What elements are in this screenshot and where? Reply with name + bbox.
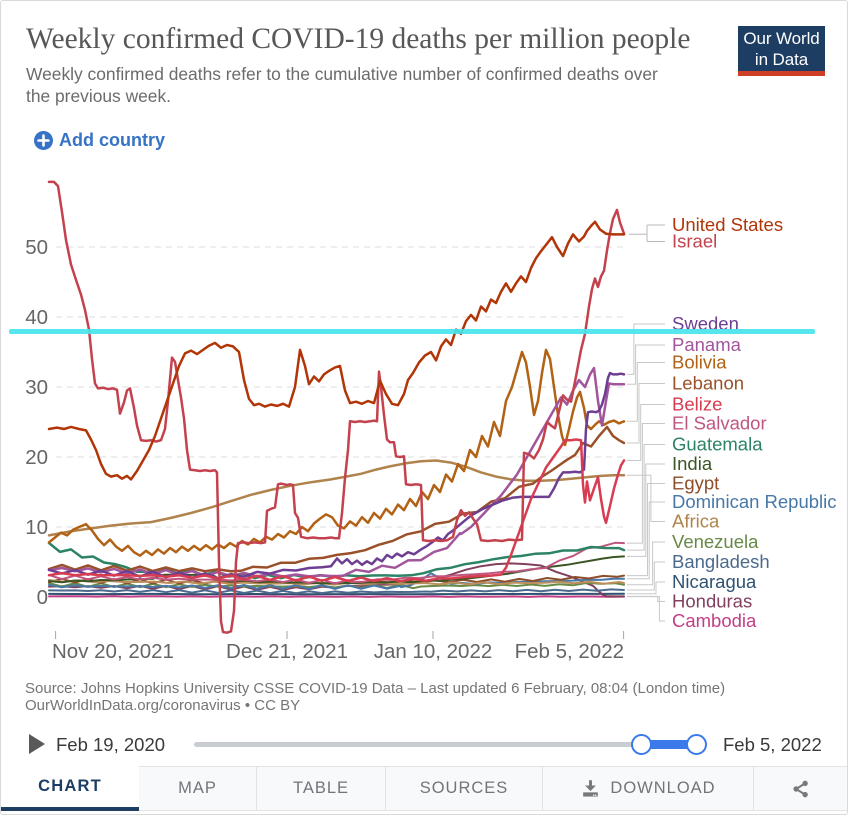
svg-text:Egypt: Egypt [672,473,719,494]
svg-text:20: 20 [25,446,48,469]
svg-text:India: India [672,453,713,474]
svg-text:Panama: Panama [672,334,742,355]
svg-text:30: 30 [25,376,48,399]
svg-text:Israel: Israel [672,231,717,252]
svg-text:0: 0 [37,586,48,609]
svg-text:Nicaragua: Nicaragua [672,571,757,592]
svg-text:Dominican Republic: Dominican Republic [672,491,837,512]
svg-text:Venezuela: Venezuela [672,531,759,552]
svg-text:Belize: Belize [672,394,722,415]
svg-text:Dec 21, 2021: Dec 21, 2021 [226,640,348,663]
svg-text:Cambodia: Cambodia [672,610,757,631]
svg-text:Jan 10, 2022: Jan 10, 2022 [374,640,493,663]
svg-text:El Salvador: El Salvador [672,413,767,434]
svg-text:Honduras: Honduras [672,591,752,612]
svg-text:United States: United States [672,214,783,235]
svg-text:10: 10 [25,516,48,539]
svg-text:Bangladesh: Bangladesh [672,551,770,572]
svg-text:Feb 5, 2022: Feb 5, 2022 [515,640,624,663]
svg-text:50: 50 [25,236,48,259]
svg-text:Nov 20, 2021: Nov 20, 2021 [52,640,174,663]
svg-text:40: 40 [25,306,48,329]
svg-text:Bolivia: Bolivia [672,352,727,373]
svg-text:Lebanon: Lebanon [672,373,744,394]
svg-text:Guatemala: Guatemala [672,434,763,455]
svg-text:Africa: Africa [672,511,720,532]
